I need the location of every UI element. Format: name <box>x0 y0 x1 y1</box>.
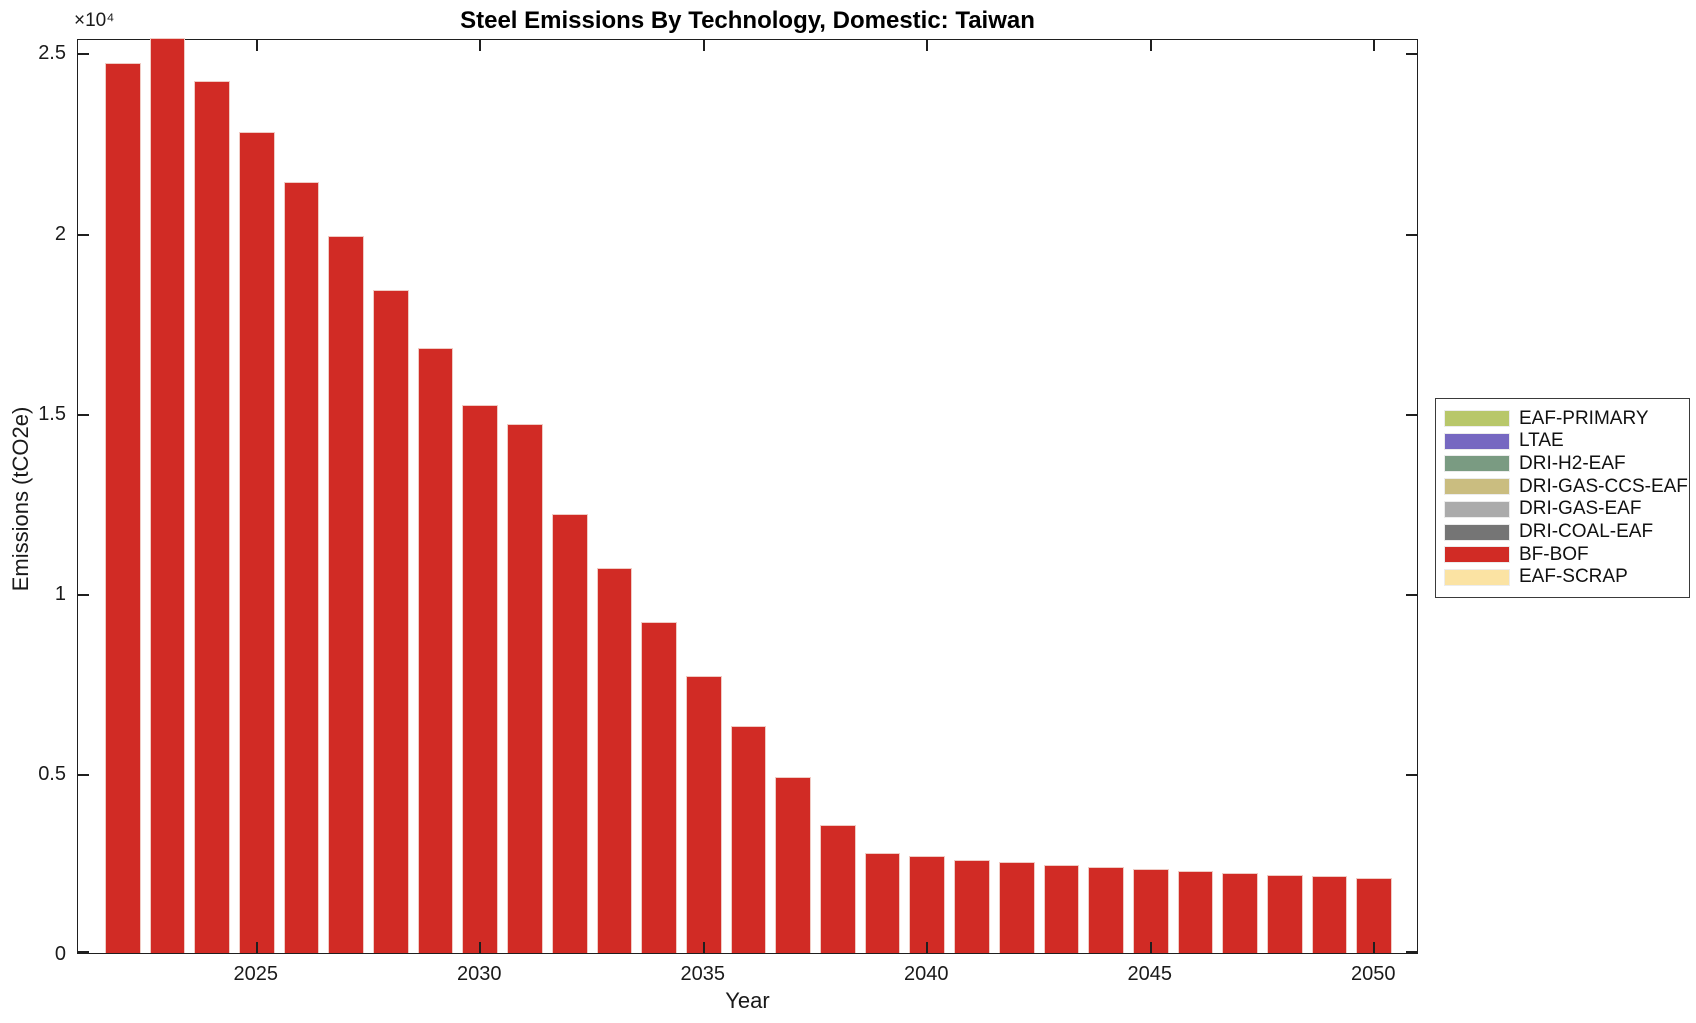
bar-2046 <box>1177 870 1214 953</box>
y-tick-10000-right <box>1406 593 1417 596</box>
bar-2041 <box>954 860 990 953</box>
x-tick-2030-top <box>479 40 482 51</box>
legend-item-dri-h2-eaf: DRI-H2-EAF <box>1436 453 1689 476</box>
bar-2025 <box>238 131 275 953</box>
bar-2034 <box>641 621 677 953</box>
y-tick-label-2.5: 2.5 <box>38 42 66 65</box>
y-tick-5000-right <box>1406 773 1417 776</box>
legend-item-ltae: LTAE <box>1436 430 1689 453</box>
y-tick-10000-left <box>78 593 89 596</box>
bar-2029 <box>417 347 454 953</box>
x-tick-2025-bottom <box>255 942 258 953</box>
y-tick-25000-left <box>78 53 89 56</box>
bar-2043 <box>1043 864 1080 953</box>
x-tick-2035-top <box>702 40 705 51</box>
legend-swatch-bf-bof <box>1444 546 1510 564</box>
x-axis-label: Year <box>725 988 770 1013</box>
plot-area <box>77 38 1418 954</box>
y-tick-20000-left <box>78 233 89 236</box>
bar-2050 <box>1356 877 1393 953</box>
x-tick-label-2040: 2040 <box>904 963 949 985</box>
y-axis-multiplier: ×10⁴ <box>74 10 115 31</box>
legend-label: EAF-PRIMARY <box>1519 407 1649 429</box>
x-tick-2030-bottom <box>479 942 482 953</box>
legend-item-eaf-scrap: EAF-SCRAP <box>1436 566 1689 589</box>
bar-2047 <box>1222 872 1259 953</box>
bar-2023 <box>149 38 186 953</box>
legend-item-eaf-primary: EAF-PRIMARY <box>1436 407 1689 430</box>
x-tick-label-2030: 2030 <box>457 963 502 985</box>
bar-2027 <box>328 236 365 953</box>
legend-label: EAF-SCRAP <box>1519 566 1628 588</box>
y-tick-5000-left <box>78 773 89 776</box>
bar-2024 <box>194 81 230 953</box>
legend-label: BF-BOF <box>1519 543 1589 565</box>
x-tick-2025-top <box>255 40 258 51</box>
y-tick-0-right <box>1406 951 1417 953</box>
x-tick-label-2025: 2025 <box>233 963 279 985</box>
legend-item-dri-gas-ccs-eaf: DRI-GAS-CCS-EAF <box>1436 475 1689 498</box>
legend-swatch-dri-gas-eaf <box>1444 500 1510 518</box>
x-tick-2040-bottom <box>926 942 929 953</box>
legend-label: DRI-GAS-EAF <box>1519 498 1642 520</box>
bar-2026 <box>283 182 320 953</box>
y-tick-20000-right <box>1406 233 1417 236</box>
bar-2035 <box>685 675 722 953</box>
legend-swatch-dri-coal-eaf <box>1444 523 1510 541</box>
y-tick-15000-right <box>1406 413 1417 416</box>
legend-label: DRI-COAL-EAF <box>1519 521 1654 543</box>
bar-2036 <box>730 726 767 953</box>
bar-2042 <box>998 861 1035 953</box>
x-tick-2045-bottom <box>1149 942 1152 953</box>
y-tick-label-0: 0 <box>54 943 66 965</box>
legend-item-dri-coal-eaf: DRI-COAL-EAF <box>1436 521 1689 544</box>
legend-item-bf-bof: BF-BOF <box>1436 543 1689 566</box>
y-tick-25000-right <box>1406 53 1417 56</box>
x-tick-label-2035: 2035 <box>680 963 726 985</box>
legend: EAF-PRIMARY LTAE DRI-H2-EAF DRI-GAS-CCS-EAF… <box>1435 398 1690 598</box>
x-tick-2040-top <box>926 40 929 51</box>
bar-2031 <box>507 423 543 953</box>
legend-item-dri-gas-eaf: DRI-GAS-EAF <box>1436 498 1689 521</box>
bar-2038 <box>820 825 856 953</box>
x-tick-2045-top <box>1149 40 1152 51</box>
legend-swatch-dri-gas-ccs-eaf <box>1444 478 1510 496</box>
legend-swatch-dri-h2-eaf <box>1444 455 1510 473</box>
bar-2030 <box>462 405 499 953</box>
y-tick-15000-left <box>78 413 89 416</box>
legend-label: DRI-GAS-CCS-EAF <box>1519 475 1688 497</box>
bar-2048 <box>1267 874 1303 953</box>
bar-2039 <box>864 852 901 953</box>
x-tick-label-2045: 2045 <box>1127 963 1173 985</box>
y-tick-label-1.5: 1.5 <box>38 402 66 425</box>
legend-swatch-eaf-scrap <box>1444 568 1510 586</box>
bar-2028 <box>373 290 409 953</box>
bar-2049 <box>1311 875 1348 953</box>
y-tick-label-0.5: 0.5 <box>38 762 66 785</box>
legend-label: DRI-H2-EAF <box>1519 452 1626 474</box>
legend-label: LTAE <box>1519 430 1564 452</box>
x-tick-2050-bottom <box>1373 942 1376 953</box>
chart-title: Steel Emissions By Technology, Domestic:… <box>460 7 1035 34</box>
bar-2022 <box>104 63 141 953</box>
y-tick-label-1: 1 <box>54 582 66 605</box>
legend-swatch-ltae <box>1444 432 1510 450</box>
legend-swatch-eaf-primary <box>1444 410 1510 428</box>
x-tick-label-2050: 2050 <box>1351 963 1396 985</box>
bar-2032 <box>551 513 588 953</box>
bar-2045 <box>1132 868 1169 953</box>
x-tick-2050-top <box>1373 40 1376 51</box>
bar-2044 <box>1088 866 1124 953</box>
bar-2037 <box>775 776 812 953</box>
x-tick-2035-bottom <box>702 942 705 953</box>
bar-2033 <box>596 567 633 953</box>
y-tick-0-left <box>78 951 89 953</box>
y-tick-label-2: 2 <box>54 222 66 245</box>
bar-2040 <box>909 856 946 953</box>
